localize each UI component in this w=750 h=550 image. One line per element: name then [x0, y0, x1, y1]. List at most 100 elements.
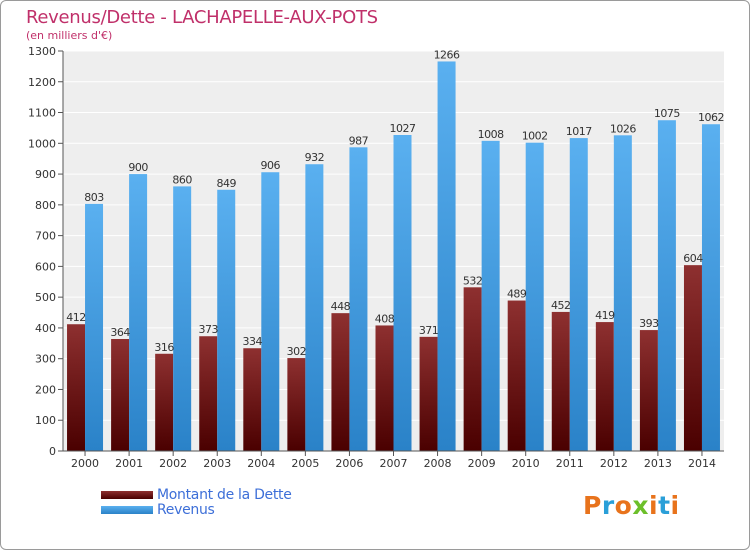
value-label-revenus: 932: [305, 151, 325, 164]
bar-dette: [375, 325, 394, 451]
x-tick-label: 2007: [380, 457, 408, 470]
bar-revenus: [261, 172, 280, 451]
chart-title: Revenus/Dette - LACHAPELLE-AUX-POTS: [26, 7, 378, 28]
bar-dette: [463, 287, 482, 451]
value-label-dette: 452: [551, 299, 571, 312]
bar-dette: [111, 339, 130, 451]
bar-dette: [243, 348, 262, 451]
y-tick-label: 1000: [28, 137, 56, 150]
bar-revenus: [701, 124, 720, 451]
bar-revenus: [129, 174, 148, 452]
x-tick-label: 2001: [115, 457, 143, 470]
bar-dette: [331, 313, 350, 451]
y-tick-label: 800: [35, 199, 56, 212]
bar-dette: [155, 353, 174, 451]
y-tick-label: 500: [35, 291, 56, 304]
value-label-dette: 302: [287, 345, 307, 358]
y-tick-label: 700: [35, 230, 56, 243]
legend-swatch-dette: [101, 491, 153, 499]
bar-dette: [287, 358, 306, 451]
logo-letter: i: [670, 491, 680, 520]
logo-letter: r: [601, 491, 615, 520]
x-tick-label: 2005: [291, 457, 319, 470]
bar-dette: [595, 322, 614, 451]
legend-swatch-revenus: [101, 506, 153, 514]
value-label-revenus: 900: [128, 161, 148, 174]
logo-letter: x: [632, 491, 649, 520]
value-label-dette: 373: [198, 323, 218, 336]
value-label-revenus: 1008: [478, 128, 504, 141]
bar-revenus: [393, 135, 412, 451]
x-tick-label: 2003: [203, 457, 231, 470]
bar-dette: [67, 324, 86, 451]
value-label-dette: 334: [243, 335, 263, 348]
value-label-dette: 364: [110, 326, 130, 339]
proxiti-logo: Proxiti: [583, 491, 680, 520]
x-tick-label: 2006: [335, 457, 363, 470]
y-tick-label: 1200: [28, 76, 56, 89]
value-label-revenus: 1026: [610, 122, 636, 135]
x-tick-label: 2009: [468, 457, 496, 470]
value-label-revenus: 849: [216, 177, 236, 190]
y-tick-label: 0: [49, 445, 56, 458]
x-tick-label: 2012: [600, 457, 628, 470]
x-tick-label: 2014: [688, 457, 716, 470]
value-label-revenus: 1027: [390, 122, 416, 135]
value-label-dette: 316: [154, 341, 174, 354]
bar-dette: [683, 265, 702, 451]
x-tick-label: 2008: [424, 457, 452, 470]
legend-item-dette: Montant de la Dette: [101, 487, 292, 503]
bar-revenus: [85, 203, 104, 451]
legend-item-revenus: Revenus: [101, 502, 215, 518]
y-tick-label: 200: [35, 383, 56, 396]
x-tick-label: 2013: [644, 457, 672, 470]
value-label-dette: 532: [463, 274, 483, 287]
x-tick-label: 2002: [159, 457, 187, 470]
logo-letter: i: [649, 491, 659, 520]
bar-revenus: [217, 189, 236, 451]
bar-dette: [199, 336, 218, 451]
y-tick-label: 1100: [28, 107, 56, 120]
bar-revenus: [437, 61, 456, 451]
legend-label-dette: Montant de la Dette: [157, 487, 292, 503]
bar-dette: [551, 311, 570, 451]
value-label-revenus: 1266: [434, 48, 460, 61]
value-label-revenus: 803: [84, 191, 104, 204]
bar-revenus: [349, 147, 368, 452]
bar-dette: [507, 300, 526, 451]
bar-revenus: [305, 164, 324, 451]
legend-label-revenus: Revenus: [157, 502, 215, 518]
y-tick-label: 300: [35, 353, 56, 366]
y-tick-label: 1300: [28, 45, 56, 58]
logo-letter: t: [658, 491, 671, 520]
x-tick-label: 2011: [556, 457, 584, 470]
value-label-dette: 412: [66, 311, 86, 324]
value-label-revenus: 1017: [566, 125, 592, 138]
x-tick-label: 2010: [512, 457, 540, 470]
bar-revenus: [173, 186, 192, 451]
bar-dette: [419, 336, 438, 451]
logo-letter: o: [614, 491, 633, 520]
bar-revenus: [613, 135, 632, 452]
value-label-dette: 489: [507, 288, 527, 301]
y-tick-label: 900: [35, 168, 56, 181]
bar-revenus: [481, 140, 500, 451]
y-tick-label: 600: [35, 260, 56, 273]
value-label-revenus: 906: [261, 159, 281, 172]
x-tick-label: 2004: [247, 457, 275, 470]
x-tick-label: 2000: [71, 457, 99, 470]
value-label-dette: 604: [683, 252, 703, 265]
value-label-dette: 371: [419, 324, 439, 337]
value-label-revenus: 987: [349, 134, 369, 147]
logo-letter: P: [583, 491, 602, 520]
bar-revenus: [569, 138, 588, 452]
value-label-revenus: 1062: [698, 111, 724, 124]
value-label-dette: 408: [375, 312, 395, 325]
bar-revenus: [657, 120, 676, 451]
value-label-revenus: 860: [172, 173, 192, 186]
y-tick-label: 100: [35, 414, 56, 427]
bar-dette: [639, 330, 658, 451]
value-label-revenus: 1075: [654, 107, 680, 120]
